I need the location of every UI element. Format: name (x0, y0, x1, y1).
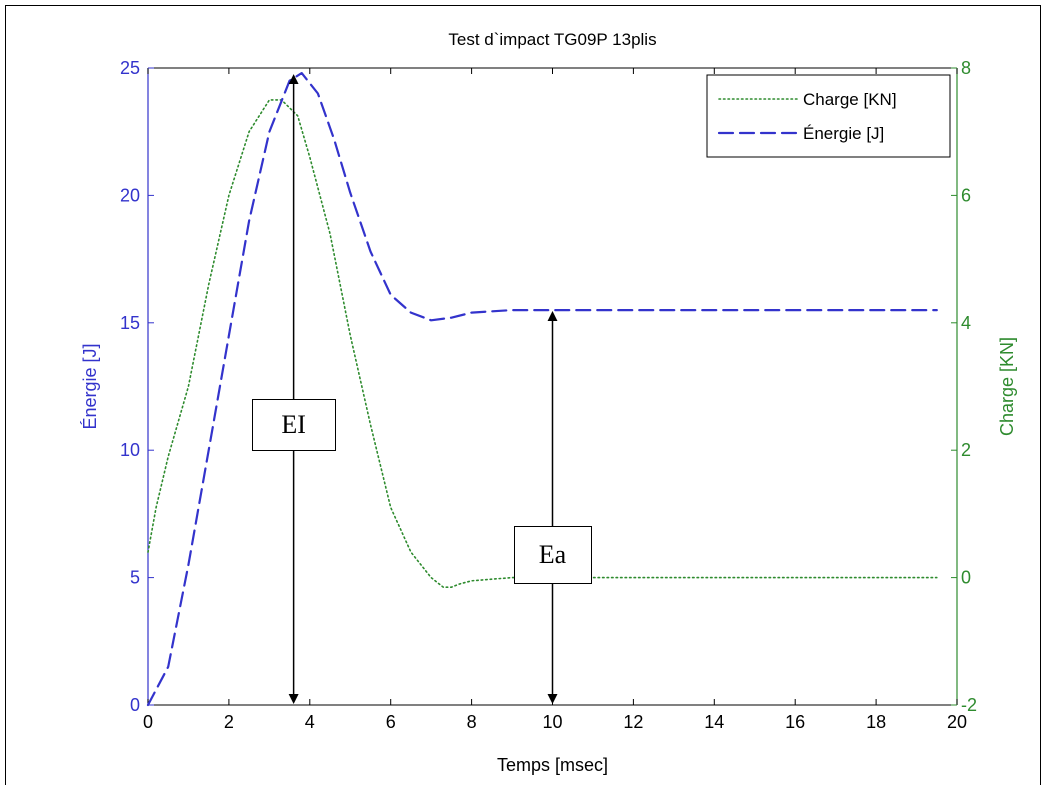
energy-series-line (146, 71, 938, 707)
y-left-tick-label: 20 (120, 185, 140, 205)
x-axis-label: Temps [msec] (497, 755, 608, 775)
x-tick-label: 12 (623, 712, 643, 732)
y-right-tick-label: 2 (961, 440, 971, 460)
x-tick-label: 18 (866, 712, 886, 732)
x-tick-label: 0 (143, 712, 153, 732)
x-tick-label: 6 (386, 712, 396, 732)
x-tick-label: 4 (305, 712, 315, 732)
x-tick-label: 20 (947, 712, 967, 732)
y-left-tick-label: 5 (130, 568, 140, 588)
y-left-tick-label: 10 (120, 440, 140, 460)
charge-series-line (147, 99, 938, 589)
y-right-tick-label: -2 (961, 695, 977, 715)
y-left-tick-label: 15 (120, 313, 140, 333)
y-left-tick-label: 25 (120, 58, 140, 78)
y-axis-right-label: Charge [KN] (997, 337, 1017, 436)
y-axis-left-label: Énergie [J] (80, 343, 100, 429)
x-tick-label: 2 (224, 712, 234, 732)
series-layer (146, 71, 938, 707)
y-right-tick-label: 4 (961, 313, 971, 333)
legend-label: Charge [KN] (803, 90, 897, 109)
legend: Charge [KN] Énergie [J] (706, 74, 951, 158)
x-tick-label: 8 (467, 712, 477, 732)
x-tick-label: 16 (785, 712, 805, 732)
annotation-label-ei: EI (251, 399, 336, 451)
legend-box (706, 74, 951, 158)
y-left-tick-label: 0 (130, 695, 140, 715)
chart-title: Test d`impact TG09P 13plis (448, 30, 656, 49)
annotation-label-ea: Ea (513, 526, 592, 584)
y-right-tick-label: 8 (961, 58, 971, 78)
x-tick-label: 14 (704, 712, 724, 732)
y-right-tick-label: 6 (961, 185, 971, 205)
legend-label: Énergie [J] (803, 124, 884, 143)
axes: 0 2 4 6 8 10 12 14 16 18 20 0 5 10 15 20 25 -2 0 2 4 6 8 (120, 58, 977, 732)
y-right-tick-label: 0 (961, 568, 971, 588)
x-tick-label: 10 (542, 712, 562, 732)
